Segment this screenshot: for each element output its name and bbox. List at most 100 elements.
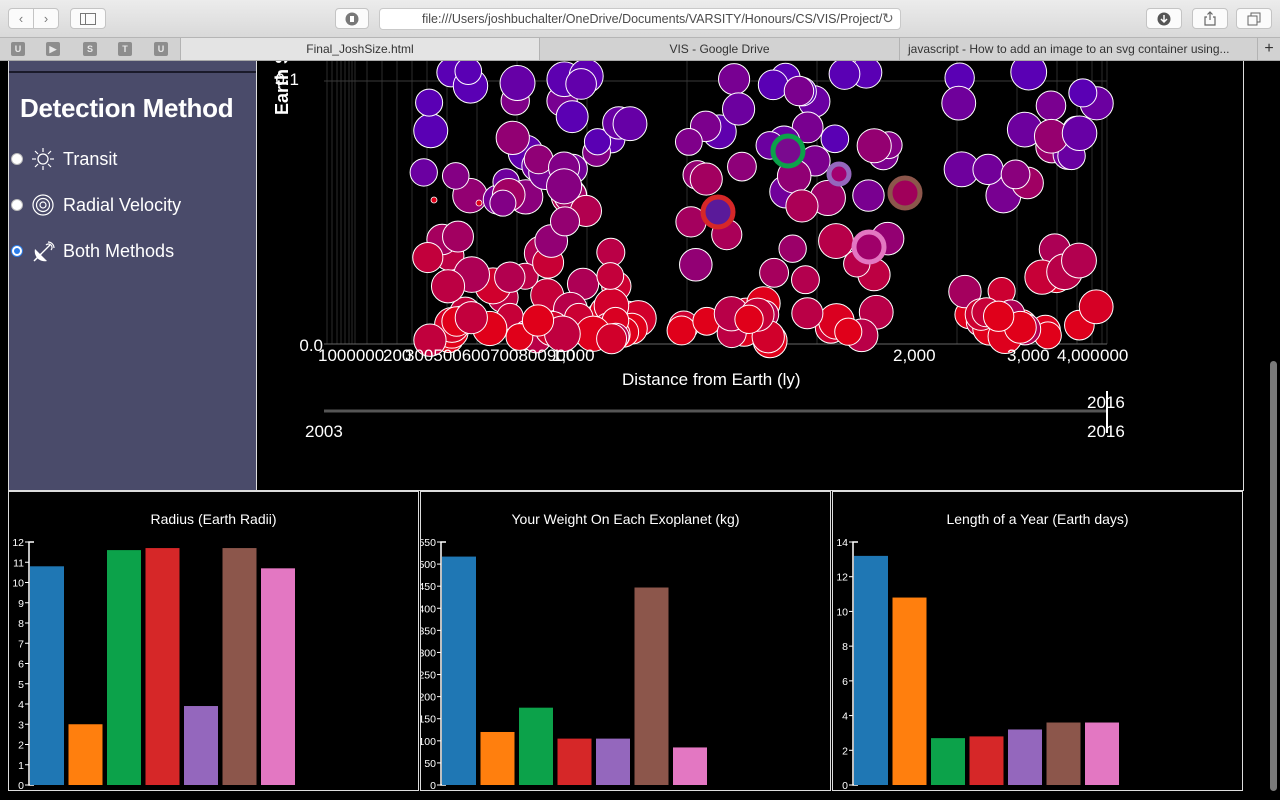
bookmark-t[interactable]: T <box>118 42 132 56</box>
exoplanet-point[interactable] <box>597 324 627 354</box>
option-transit[interactable]: Transit <box>9 147 256 173</box>
exoplanet-point[interactable] <box>760 258 789 287</box>
exoplanet-point[interactable] <box>1079 290 1113 324</box>
exoplanet-point[interactable] <box>690 163 722 195</box>
exoplanet-point[interactable] <box>496 121 529 154</box>
radio-both-methods[interactable] <box>11 245 23 257</box>
bar-1[interactable] <box>893 598 927 785</box>
bookmark-u-2[interactable]: U <box>154 42 168 56</box>
exoplanet-point[interactable] <box>719 64 750 95</box>
exoplanet-point[interactable] <box>1001 160 1030 189</box>
exoplanet-point[interactable] <box>410 159 437 186</box>
exoplanet-point[interactable] <box>1069 79 1097 107</box>
exoplanet-point[interactable] <box>829 61 860 89</box>
exoplanet-point[interactable] <box>443 221 474 252</box>
exoplanet-point[interactable] <box>490 190 516 216</box>
exoplanet-point[interactable] <box>413 242 443 272</box>
bar-1[interactable] <box>69 724 103 785</box>
exoplanet-point[interactable] <box>792 298 823 329</box>
highlight-brown[interactable] <box>890 178 920 208</box>
exoplanet-point[interactable] <box>556 101 588 133</box>
new-tab-button[interactable]: + <box>1257 38 1280 60</box>
exoplanet-point[interactable] <box>779 235 806 262</box>
exoplanet-point[interactable] <box>500 66 535 101</box>
option-radial-velocity[interactable]: Radial Velocity <box>9 193 256 219</box>
downloads-button[interactable] <box>1146 8 1182 29</box>
tab-final-joshsize[interactable]: Final_JoshSize.html <box>180 38 539 60</box>
page-scrollbar[interactable] <box>1270 361 1277 791</box>
highlight-pink[interactable] <box>854 232 884 262</box>
bar-4[interactable] <box>596 739 630 785</box>
radio-radial-velocity[interactable] <box>11 199 23 211</box>
bar-6[interactable] <box>261 568 295 785</box>
exoplanet-point[interactable] <box>983 301 1013 331</box>
bar-5[interactable] <box>223 548 257 785</box>
exoplanet-point[interactable] <box>942 86 976 120</box>
bar-0[interactable] <box>30 566 64 785</box>
exoplanet-point[interactable] <box>414 114 448 148</box>
exoplanet-point[interactable] <box>431 270 464 303</box>
exoplanet-point[interactable] <box>416 89 443 116</box>
highlight-red[interactable] <box>703 197 733 227</box>
exoplanet-point[interactable] <box>821 125 849 153</box>
bar-4[interactable] <box>184 706 218 785</box>
bar-2[interactable] <box>519 708 553 785</box>
exoplanet-point[interactable] <box>431 197 437 203</box>
share-button[interactable] <box>1192 8 1228 29</box>
exoplanet-point[interactable] <box>476 200 482 206</box>
exoplanet-point[interactable] <box>857 129 891 163</box>
exoplanet-point[interactable] <box>566 69 597 100</box>
exoplanet-point[interactable] <box>786 190 818 222</box>
exoplanet-point[interactable] <box>667 316 696 345</box>
exoplanet-point[interactable] <box>550 207 579 236</box>
exoplanet-point[interactable] <box>973 154 1003 184</box>
bar-3[interactable] <box>970 736 1004 785</box>
option-both-methods[interactable]: Both Methods <box>9 239 256 265</box>
tab-vis-google-drive[interactable]: VIS - Google Drive <box>539 38 899 60</box>
exoplanet-point[interactable] <box>442 163 469 190</box>
exoplanet-point[interactable] <box>792 266 820 294</box>
reader-button[interactable] <box>335 8 369 29</box>
exoplanet-point[interactable] <box>680 248 713 281</box>
exoplanet-point[interactable] <box>758 70 788 100</box>
bar-5[interactable] <box>1047 723 1081 785</box>
radio-transit[interactable] <box>11 153 23 165</box>
exoplanet-point[interactable] <box>1011 61 1047 90</box>
bar-3[interactable] <box>146 548 180 785</box>
exoplanet-point[interactable] <box>784 76 814 106</box>
exoplanet-point[interactable] <box>819 224 854 259</box>
exoplanet-point[interactable] <box>728 152 757 181</box>
bar-2[interactable] <box>931 738 965 785</box>
exoplanet-point[interactable] <box>455 61 482 85</box>
bar-6[interactable] <box>673 747 707 785</box>
exoplanet-point[interactable] <box>1036 91 1066 121</box>
sidebar-toggle-button[interactable] <box>70 8 106 29</box>
bookmark-s[interactable]: S <box>83 42 97 56</box>
url-field[interactable]: file:///Users/joshbuchalter/OneDrive/Doc… <box>379 8 901 30</box>
exoplanet-point[interactable] <box>675 128 702 155</box>
bar-0[interactable] <box>442 557 476 785</box>
exoplanet-point[interactable] <box>495 262 525 292</box>
exoplanet-point[interactable] <box>1062 243 1097 278</box>
exoplanet-point[interactable] <box>853 180 884 211</box>
tabs-overview-button[interactable] <box>1236 8 1272 29</box>
exoplanet-point[interactable] <box>522 305 553 336</box>
highlight-green[interactable] <box>773 136 803 166</box>
bookmark-youtube[interactable]: ▶ <box>46 42 60 56</box>
back-button[interactable]: ‹ <box>8 8 34 29</box>
exoplanet-point[interactable] <box>835 318 862 345</box>
tab-javascript-question[interactable]: javascript - How to add an image to an s… <box>899 38 1257 60</box>
exoplanet-point[interactable] <box>613 107 647 141</box>
bar-4[interactable] <box>1008 729 1042 785</box>
bar-5[interactable] <box>635 588 669 785</box>
exoplanet-point[interactable] <box>1062 116 1097 151</box>
exoplanet-point[interactable] <box>597 238 625 266</box>
bar-0[interactable] <box>854 556 888 785</box>
bar-3[interactable] <box>558 739 592 785</box>
bar-2[interactable] <box>107 550 141 785</box>
forward-button[interactable]: › <box>33 8 59 29</box>
exoplanet-point[interactable] <box>735 305 763 333</box>
bookmark-u-1[interactable]: U <box>11 42 25 56</box>
exoplanet-point[interactable] <box>597 263 624 290</box>
highlight-purple[interactable] <box>829 164 849 184</box>
